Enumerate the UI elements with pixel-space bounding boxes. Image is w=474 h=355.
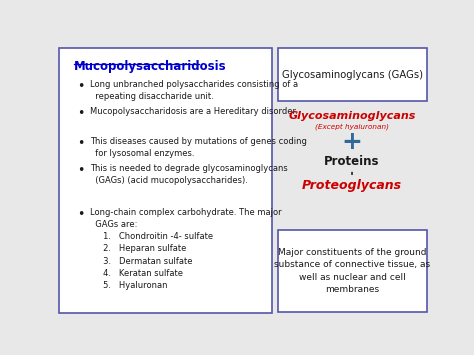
Text: Mucopolysaccharidosis are a Hereditary disorder.: Mucopolysaccharidosis are a Hereditary d… xyxy=(91,107,298,116)
Text: Long-chain complex carbohydrate. The major
  GAGs are:
     1.   Chondroitin -4-: Long-chain complex carbohydrate. The maj… xyxy=(91,208,282,290)
Text: This is needed to degrade glycosaminoglycans
  (GAGs) (acid mucopolysaccharides): This is needed to degrade glycosaminogly… xyxy=(91,164,288,185)
Text: Glycosaminoglycans (GAGs): Glycosaminoglycans (GAGs) xyxy=(282,70,422,80)
Text: •: • xyxy=(78,164,85,177)
Text: •: • xyxy=(78,137,85,150)
Text: Proteoglycans: Proteoglycans xyxy=(302,179,402,192)
FancyBboxPatch shape xyxy=(59,48,272,313)
Text: (Except hyaluronan): (Except hyaluronan) xyxy=(315,124,389,130)
Text: Long unbranched polysaccharides consisting of a
  repeating disaccharide unit.: Long unbranched polysaccharides consisti… xyxy=(91,80,299,101)
Text: Major constituents of the ground
substance of connective tissue, as
well as nucl: Major constituents of the ground substan… xyxy=(274,247,430,294)
FancyBboxPatch shape xyxy=(278,48,427,102)
FancyBboxPatch shape xyxy=(278,230,427,312)
Text: •: • xyxy=(78,80,85,93)
Text: Proteins: Proteins xyxy=(324,155,380,168)
Text: Mucopolysaccharidosis: Mucopolysaccharidosis xyxy=(74,60,227,73)
Text: Glycosaminoglycans: Glycosaminoglycans xyxy=(288,111,416,121)
Text: +: + xyxy=(342,130,363,154)
Text: •: • xyxy=(78,107,85,120)
Text: •: • xyxy=(78,208,85,221)
Text: This diseases caused by mutations of genes coding
  for lysosomal enzymes.: This diseases caused by mutations of gen… xyxy=(91,137,307,158)
